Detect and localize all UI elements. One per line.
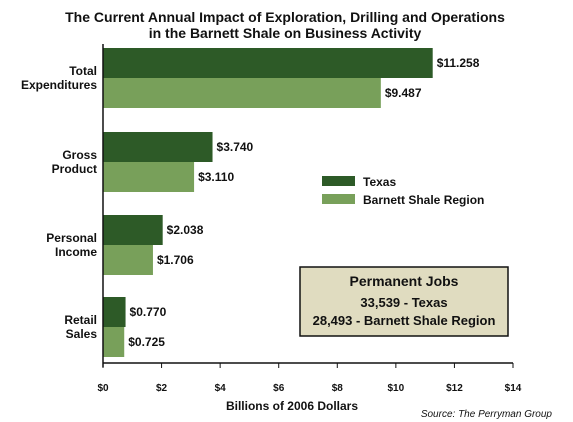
bar-texas-personal-income [103,215,163,245]
x-tick-label: $4 [215,383,227,394]
data-label-barnett-shale-region-total-expenditures: $9.487 [385,86,422,100]
legend-label-texas: Texas [363,175,396,189]
category-label-personal-income-line-2: Income [55,245,97,259]
data-label-texas-retail-sales: $0.770 [130,305,167,319]
x-tick-label: $14 [505,383,522,394]
bar-barnett-shale-region-gross-product [103,162,195,192]
category-label-retail-sales-line-1: Retail [64,313,97,327]
category-label-gross-product-line-2: Product [52,162,97,176]
bar-barnett-shale-region-retail-sales [103,327,125,357]
data-label-barnett-shale-region-gross-product: $3.110 [198,170,234,184]
category-label-personal-income-line-1: Personal [46,231,97,245]
category-label-total-expenditures-line-1: Total [69,64,97,78]
bar-barnett-shale-region-total-expenditures [103,78,381,108]
x-axis: $0 $2 $4 $6 $8 $10 $12 $14 [97,44,522,394]
bar-texas-gross-product [103,132,213,162]
legend: Texas Barnett Shale Region [322,175,484,207]
chart-title-line-1: The Current Annual Impact of Exploration… [65,9,505,25]
source-note: Source: The Perryman Group [421,409,553,420]
data-label-texas-gross-product: $3.740 [217,140,254,154]
bar-texas-total-expenditures [103,48,433,78]
permanent-jobs-barnett: 28,493 - Barnett Shale Region [313,313,496,328]
x-tick-label: $6 [273,383,285,394]
bar-group: $11.258 $9.487 $3.740 $3.110 $2.038 $1.706 $0.… [103,48,480,357]
permanent-jobs-texas: 33,539 - Texas [360,295,447,310]
x-tick-label: $0 [97,383,109,394]
x-tick-label: $12 [446,383,463,394]
legend-label-barnett-shale-region: Barnett Shale Region [363,193,484,207]
data-label-texas-personal-income: $2.038 [167,223,204,237]
x-tick-label: $2 [156,383,168,394]
permanent-jobs-box-background [299,266,509,337]
data-label-barnett-shale-region-personal-income: $1.706 [157,253,194,267]
category-label-retail-sales-line-2: Sales [66,327,98,341]
x-tick-label: $8 [332,383,344,394]
bar-barnett-shale-region-personal-income [103,245,153,275]
legend-swatch-barnett-shale-region [322,194,355,204]
chart-title: The Current Annual Impact of Exploration… [65,9,505,41]
data-label-barnett-shale-region-retail-sales: $0.725 [128,335,165,349]
x-tick-label: $10 [388,383,405,394]
category-label-gross-product-line-1: Gross [62,148,97,162]
x-axis-title: Billions of 2006 Dollars [226,399,358,413]
category-label-total-expenditures-line-2: Expenditures [21,78,97,92]
permanent-jobs-box: Permanent Jobs 33,539 - Texas 28,493 - B… [299,266,509,337]
chart-title-line-2: in the Barnett Shale on Business Activit… [149,25,422,41]
permanent-jobs-title: Permanent Jobs [350,273,459,289]
bar-texas-retail-sales [103,297,126,327]
data-label-texas-total-expenditures: $11.258 [437,56,480,70]
legend-swatch-texas [322,176,355,186]
